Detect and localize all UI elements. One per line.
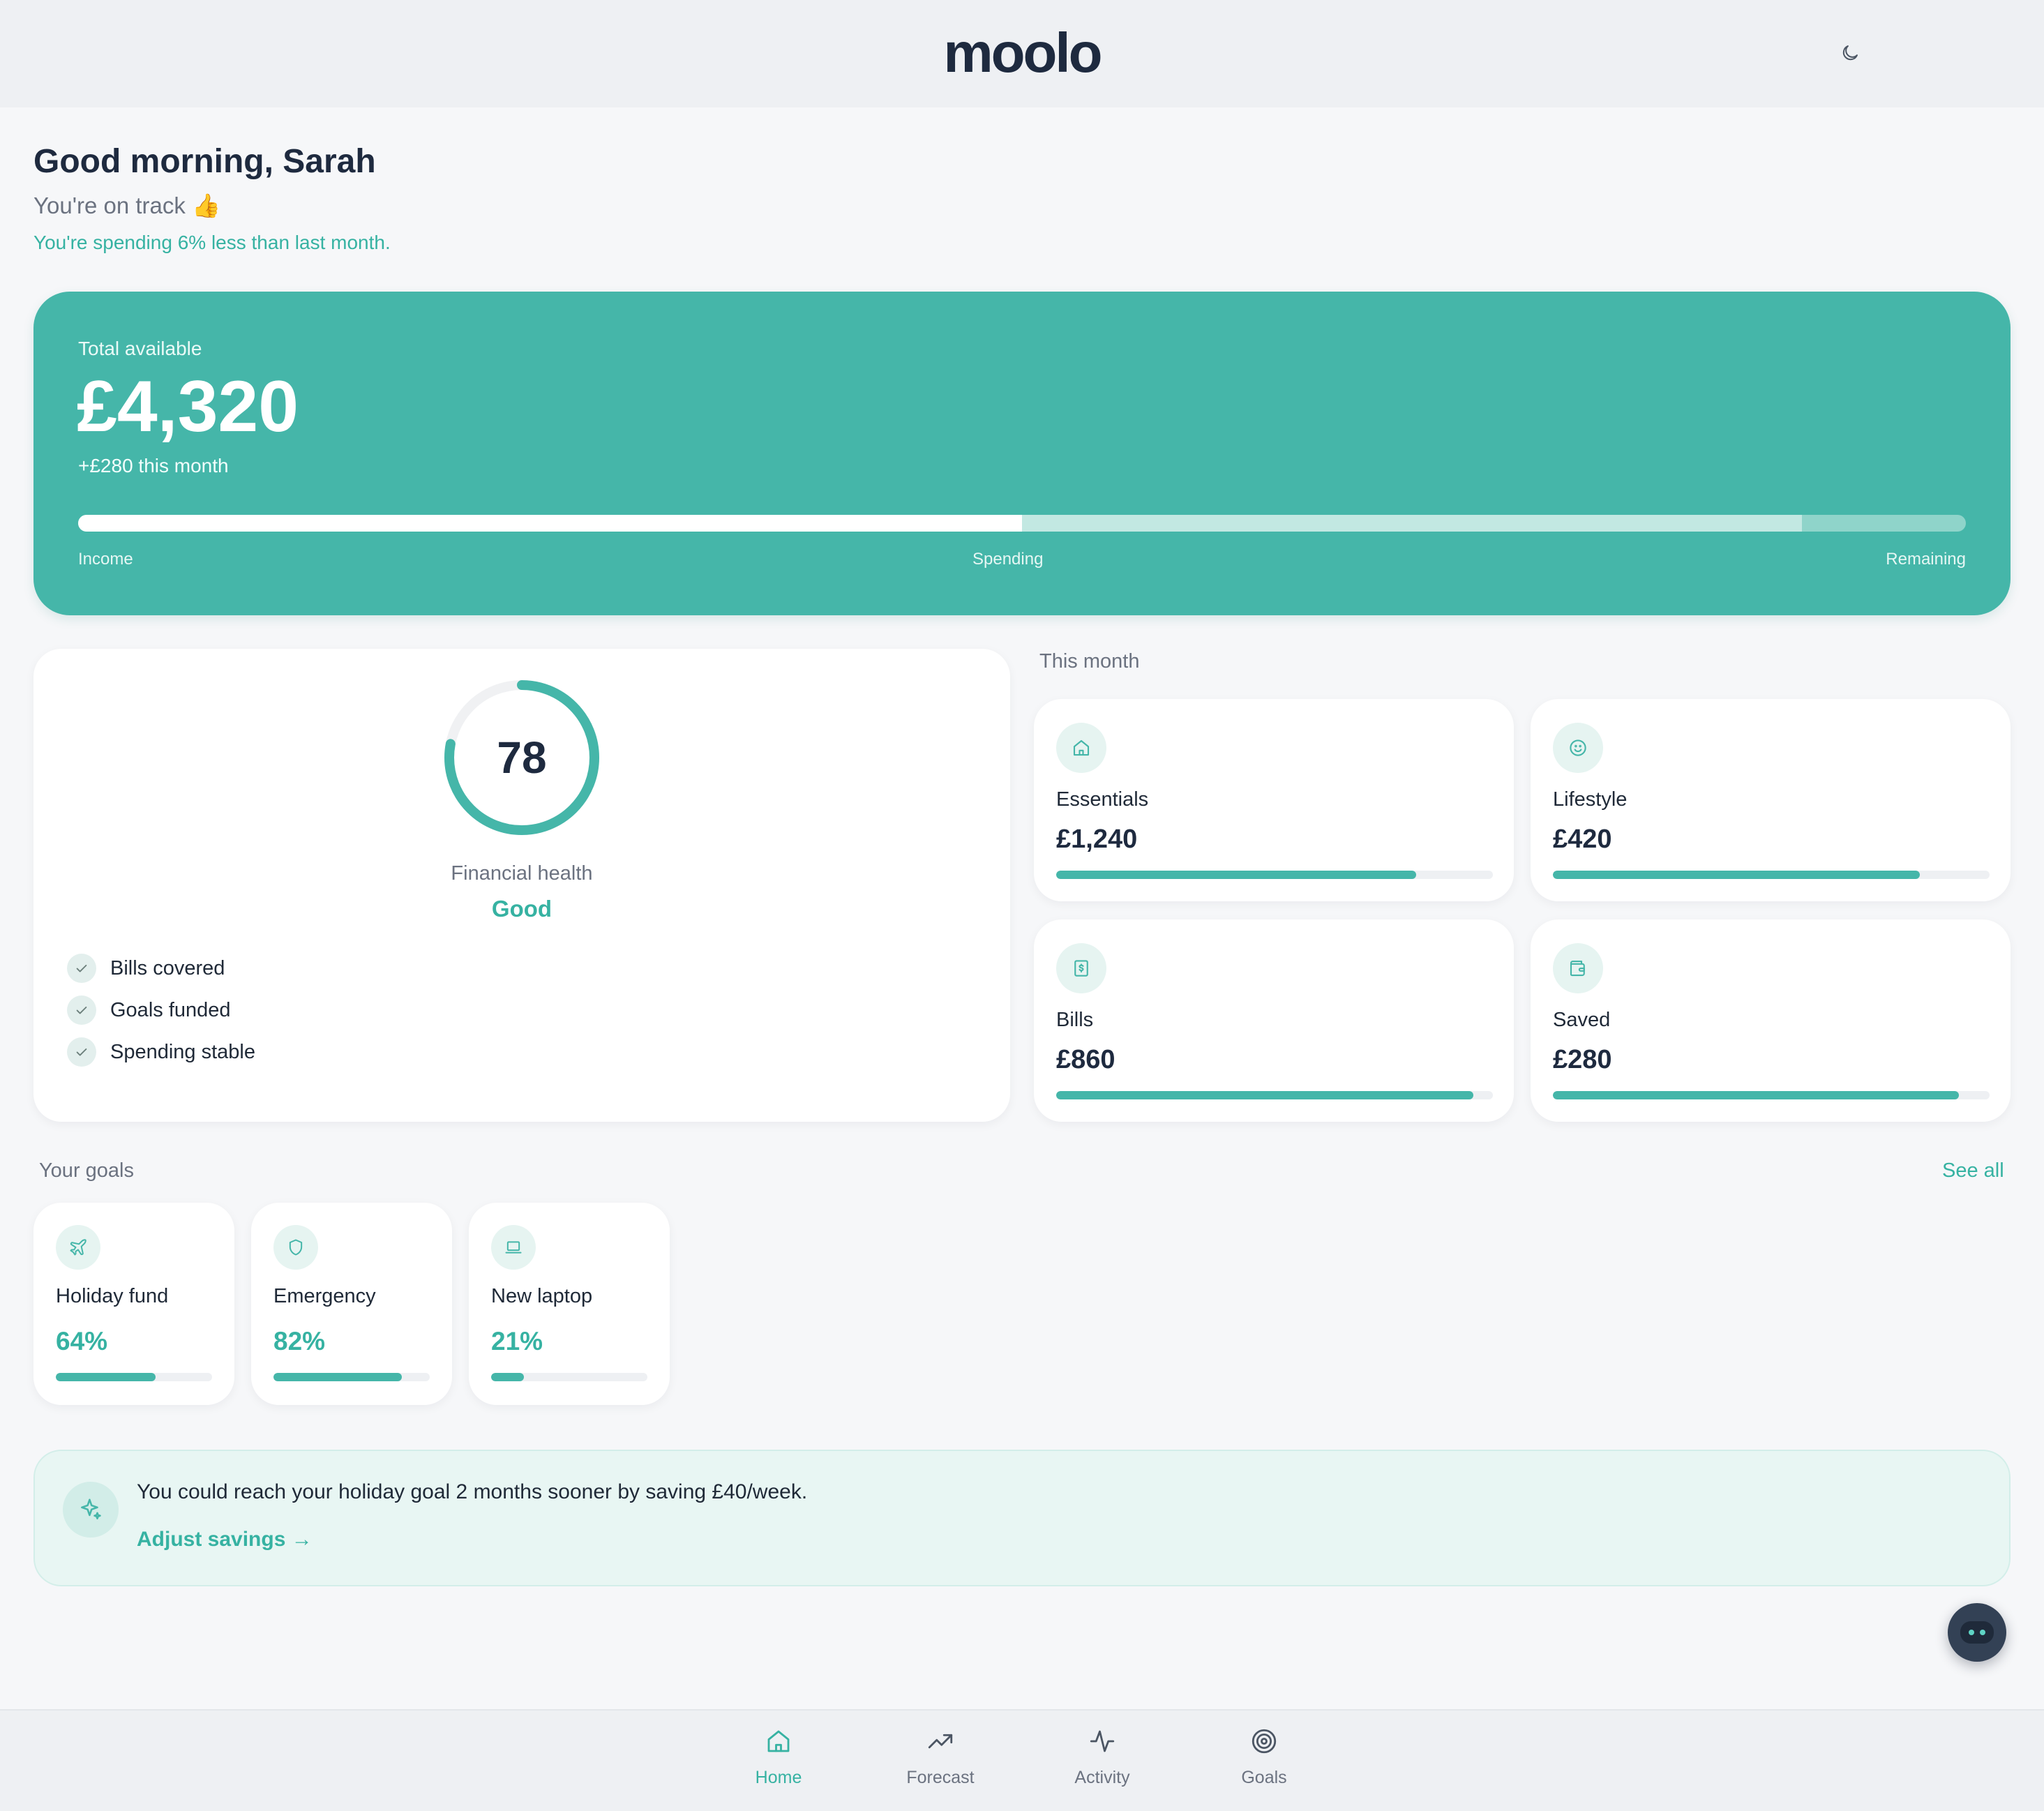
target-icon [1247,1724,1281,1758]
stat-name: Essentials [1056,788,1149,811]
moon-icon [1842,45,1858,61]
stat-value: £1,240 [1056,825,1138,854]
nav-goals[interactable]: Goals [1194,1724,1334,1801]
see-all-link[interactable]: See all [1942,1159,2004,1182]
stat-value: £420 [1553,825,1612,854]
smile-icon [1553,723,1603,773]
check-item: Goals funded [67,995,231,1025]
budget-bar [78,515,1966,532]
nav-label: Goals [1241,1768,1287,1787]
health-score: 78 [497,732,547,783]
goal-percent: 64% [56,1327,108,1355]
sparkle-icon [63,1482,119,1538]
robot-icon [1960,1621,1994,1644]
spending-segment [1022,515,1802,532]
adjust-savings-link[interactable]: Adjust savings → [137,1528,313,1551]
tip-text: You could reach your holiday goal 2 mont… [137,1480,808,1503]
monthly-change: +£280 this month [78,455,229,476]
bottom-navigation: Home Forecast Activity Goals [0,1709,2044,1811]
goal-name: Emergency [273,1285,376,1307]
stat-progress [1553,871,1990,879]
goal-percent: 82% [273,1327,326,1355]
greeting-title: Good morning, Sarah [33,143,376,180]
wallet-icon [1553,943,1603,993]
nav-label: Home [755,1768,802,1787]
health-score-ring: 78 [444,679,600,836]
spending-legend: Spending [972,550,1044,569]
home-icon [1056,723,1106,773]
assistant-button[interactable] [1948,1603,2006,1662]
receipt-icon [1056,943,1106,993]
check-item: Spending stable [67,1037,255,1067]
stat-name: Saved [1553,1009,1611,1031]
health-status: Good [491,896,553,922]
this-month-title: This month [1039,650,1140,672]
financial-health-card[interactable]: 78 Financial health Good Bills covered G… [33,649,1010,1122]
stat-card-bills[interactable]: Bills £860 [1034,919,1514,1122]
nav-activity[interactable]: Activity [1032,1724,1172,1801]
health-label: Financial health [451,862,593,885]
goal-card-laptop[interactable]: New laptop 21% [469,1203,670,1405]
trend-up-icon [924,1724,957,1758]
stat-progress [1056,871,1493,879]
stat-name: Bills [1056,1009,1094,1031]
stat-card-saved[interactable]: Saved £280 [1531,919,2011,1122]
home-icon [762,1724,795,1758]
total-available-label: Total available [78,338,202,359]
total-available-card[interactable]: Total available £4,320 +£280 this month … [33,292,2011,615]
nav-label: Forecast [906,1768,975,1787]
health-ring-progress [444,680,599,835]
income-segment [78,515,1022,532]
check-label: Goals funded [110,998,231,1021]
stat-card-lifestyle[interactable]: Lifestyle £420 [1531,699,2011,901]
stat-value: £280 [1553,1045,1612,1074]
goal-progress [491,1373,647,1381]
activity-icon [1085,1724,1119,1758]
stat-card-essentials[interactable]: Essentials £1,240 [1034,699,1514,901]
goal-card-emergency[interactable]: Emergency 82% [251,1203,452,1405]
goal-name: New laptop [491,1285,593,1307]
spending-insight: You're spending 6% less than last month. [33,232,391,253]
check-label: Spending stable [110,1040,255,1063]
greeting-subtitle: You're on track 👍 [33,193,221,218]
stat-progress [1056,1091,1493,1099]
goal-percent: 21% [491,1327,543,1355]
top-bar: moolo [0,0,2044,107]
check-icon [67,954,96,983]
laptop-icon [491,1225,536,1270]
nav-forecast[interactable]: Forecast [871,1724,1010,1801]
remaining-legend: Remaining [1886,550,1966,569]
check-label: Bills covered [110,956,225,979]
nav-label: Activity [1074,1768,1130,1787]
stat-name: Lifestyle [1553,788,1628,811]
goals-title: Your goals [39,1159,134,1182]
app-logo[interactable]: moolo [943,22,1103,84]
goal-progress [56,1373,212,1381]
savings-tip-banner: You could reach your holiday goal 2 mont… [33,1450,2011,1586]
check-item: Bills covered [67,953,225,984]
goal-card-holiday[interactable]: Holiday fund 64% [33,1203,234,1405]
check-icon [67,1037,96,1067]
stat-progress [1553,1091,1990,1099]
stat-value: £860 [1056,1045,1115,1074]
check-icon [67,995,96,1025]
goal-progress [273,1373,430,1381]
goal-name: Holiday fund [56,1285,169,1307]
nav-home[interactable]: Home [709,1724,848,1801]
income-legend: Income [78,550,133,569]
plane-icon [56,1225,100,1270]
total-available-amount: £4,320 [77,366,299,447]
shield-icon [273,1225,318,1270]
theme-toggle-button[interactable] [1836,39,1864,67]
